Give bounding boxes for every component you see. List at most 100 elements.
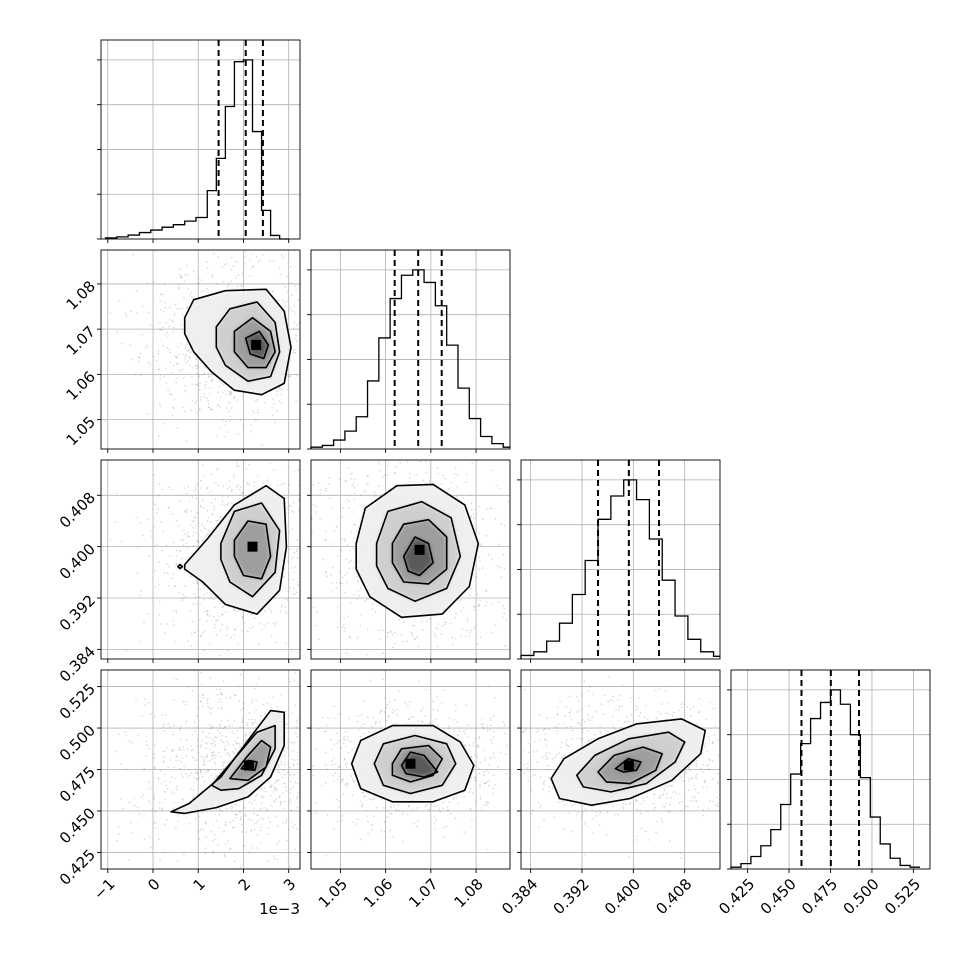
sample-point bbox=[330, 427, 332, 429]
sample-point bbox=[233, 720, 236, 723]
sample-point bbox=[184, 273, 186, 276]
sample-point bbox=[219, 723, 221, 726]
sample-point bbox=[482, 771, 485, 773]
sample-point bbox=[303, 323, 305, 325]
sample-point bbox=[473, 517, 476, 519]
sample-point bbox=[213, 777, 215, 780]
sample-point bbox=[367, 821, 369, 823]
sample-point bbox=[295, 591, 298, 593]
sample-point bbox=[344, 758, 346, 760]
sample-point bbox=[231, 730, 233, 733]
sample-point bbox=[239, 818, 242, 821]
sample-point bbox=[216, 775, 218, 777]
sample-point bbox=[499, 488, 502, 490]
sample-point bbox=[470, 587, 473, 590]
sample-point bbox=[350, 602, 352, 604]
sample-point bbox=[333, 828, 335, 830]
sample-point bbox=[196, 745, 199, 747]
sample-point bbox=[295, 348, 297, 351]
sample-point bbox=[278, 841, 280, 843]
sample-point bbox=[227, 495, 230, 498]
sample-point bbox=[505, 753, 507, 755]
sample-point bbox=[260, 444, 263, 446]
sample-point bbox=[463, 607, 465, 609]
sample-point bbox=[294, 351, 297, 354]
sample-point bbox=[233, 860, 236, 862]
sample-point bbox=[352, 260, 354, 262]
sample-point bbox=[442, 802, 444, 804]
sample-point bbox=[193, 531, 195, 534]
sample-point bbox=[353, 478, 356, 481]
sample-point bbox=[402, 641, 404, 643]
sample-point bbox=[390, 813, 393, 816]
sample-point bbox=[437, 725, 440, 728]
sample-point bbox=[307, 765, 309, 767]
sample-point bbox=[374, 611, 377, 613]
sample-point bbox=[261, 795, 264, 797]
sample-point bbox=[143, 815, 145, 817]
sample-point bbox=[219, 426, 221, 429]
sample-point bbox=[672, 791, 675, 793]
sample-point bbox=[162, 750, 165, 752]
sample-point bbox=[204, 366, 207, 369]
sample-point bbox=[237, 484, 239, 487]
sample-point bbox=[173, 399, 176, 401]
sample-point bbox=[444, 663, 446, 665]
sample-point bbox=[323, 584, 325, 586]
sample-point bbox=[219, 727, 222, 729]
sample-point bbox=[212, 839, 214, 842]
sample-point bbox=[346, 581, 349, 584]
sample-point bbox=[351, 794, 354, 796]
sample-point bbox=[201, 290, 204, 293]
sample-point bbox=[285, 598, 287, 601]
sample-point bbox=[379, 712, 381, 714]
sample-point bbox=[185, 362, 187, 364]
sample-point bbox=[312, 308, 314, 310]
sample-point bbox=[375, 671, 377, 673]
sample-point bbox=[445, 797, 448, 800]
sample-point bbox=[149, 324, 152, 326]
sample-point bbox=[323, 783, 325, 785]
sample-point bbox=[200, 635, 203, 637]
sample-point bbox=[515, 757, 517, 759]
sample-point bbox=[443, 689, 445, 691]
sample-point bbox=[352, 481, 355, 484]
sample-point bbox=[452, 797, 455, 799]
sample-point bbox=[341, 692, 343, 694]
sample-point bbox=[276, 843, 278, 846]
sample-point bbox=[285, 710, 287, 712]
sample-point bbox=[196, 582, 198, 584]
sample-point bbox=[331, 464, 333, 466]
sample-point bbox=[404, 702, 407, 704]
sample-point bbox=[424, 715, 427, 717]
sample-point bbox=[291, 567, 294, 569]
sample-point bbox=[219, 665, 221, 667]
sample-point bbox=[303, 776, 305, 778]
sample-point bbox=[524, 496, 526, 498]
sample-point bbox=[172, 808, 175, 810]
contour-line bbox=[233, 316, 276, 369]
sample-point bbox=[326, 827, 328, 829]
sample-point bbox=[302, 462, 304, 464]
sample-point bbox=[506, 744, 508, 747]
sample-point bbox=[397, 804, 400, 806]
sample-point bbox=[409, 472, 412, 475]
sample-point bbox=[270, 634, 273, 637]
sample-point bbox=[157, 368, 160, 371]
sample-point bbox=[315, 802, 318, 804]
sample-point bbox=[235, 654, 237, 656]
sample-point bbox=[281, 661, 283, 663]
sample-point bbox=[479, 599, 481, 602]
sample-point bbox=[210, 521, 212, 523]
sample-point bbox=[294, 781, 297, 784]
sample-point bbox=[258, 643, 260, 646]
sample-point bbox=[190, 749, 193, 752]
sample-point bbox=[227, 649, 229, 652]
sample-point bbox=[435, 718, 438, 720]
sample-point bbox=[475, 800, 477, 802]
sample-point bbox=[257, 819, 260, 821]
sample-point bbox=[161, 714, 163, 717]
sample-point bbox=[308, 722, 310, 724]
sample-point bbox=[432, 452, 434, 454]
sample-point bbox=[276, 409, 278, 412]
